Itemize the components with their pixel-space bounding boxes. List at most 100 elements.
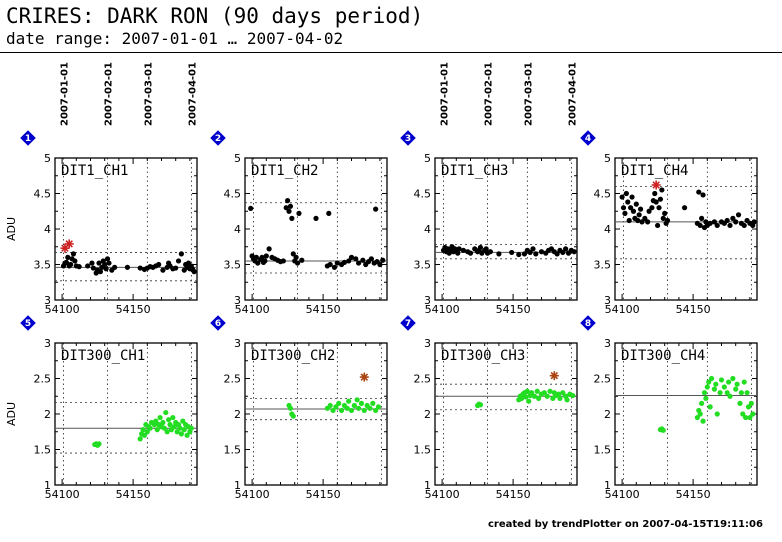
data-point bbox=[714, 411, 720, 417]
data-point bbox=[160, 419, 166, 426]
data-point bbox=[660, 427, 666, 433]
panel-number-badge: 1 bbox=[20, 130, 36, 146]
data-point bbox=[560, 249, 566, 256]
data-point bbox=[137, 436, 143, 442]
panel-title: DIT1_CH2 bbox=[251, 163, 318, 179]
data-point bbox=[526, 398, 532, 404]
x-tick-label: 54100 bbox=[45, 303, 80, 316]
y-tick-label: 1 bbox=[44, 479, 51, 492]
data-point bbox=[181, 427, 187, 433]
y-tick-label: 5 bbox=[234, 152, 241, 165]
data-point bbox=[353, 256, 359, 262]
data-point bbox=[487, 249, 493, 255]
data-point bbox=[299, 257, 305, 263]
data-point bbox=[178, 431, 184, 437]
data-point bbox=[509, 249, 515, 256]
data-point bbox=[112, 264, 118, 270]
panel-7: 1 1.5 2 2.5 3 54100 54150 DIT300_CH3 7 bbox=[400, 315, 578, 501]
data-point bbox=[635, 217, 641, 224]
y-tick-label: 3.5 bbox=[224, 259, 242, 272]
data-point bbox=[455, 250, 461, 256]
date-label: 2007-03-01 bbox=[523, 62, 534, 126]
data-point bbox=[528, 390, 535, 396]
data-point bbox=[751, 219, 757, 225]
data-point bbox=[633, 201, 639, 207]
y-tick-label: 1.5 bbox=[224, 444, 242, 457]
y-tick-label: 2 bbox=[234, 408, 241, 421]
data-point bbox=[338, 407, 345, 414]
data-point bbox=[741, 222, 747, 229]
data-point bbox=[377, 261, 383, 268]
data-point bbox=[620, 205, 627, 211]
y-tick-label: 3 bbox=[234, 294, 241, 307]
data-point bbox=[344, 405, 350, 411]
data-point bbox=[700, 418, 706, 424]
data-point bbox=[96, 260, 102, 266]
data-point bbox=[653, 199, 659, 205]
x-tick-label: 54150 bbox=[676, 303, 711, 316]
outlier-stroke bbox=[360, 373, 369, 381]
data-point bbox=[263, 253, 269, 259]
panel-1: 3 3.5 4 4.5 5 54100 54150 DIT1_CH1 ADU 1 2007-01-0… bbox=[5, 62, 198, 316]
panel-title: DIT1_CH3 bbox=[441, 163, 508, 179]
data-point bbox=[144, 429, 150, 435]
plot-frame bbox=[614, 342, 758, 486]
data-point bbox=[519, 395, 525, 401]
y-tick-label: 4 bbox=[44, 223, 51, 236]
y-tick-label: 3 bbox=[604, 337, 611, 350]
data-point bbox=[707, 220, 713, 226]
data-point bbox=[290, 413, 296, 419]
badge-number: 1 bbox=[25, 134, 31, 144]
date-label: 2007-02-01 bbox=[484, 62, 495, 126]
data-point bbox=[740, 411, 746, 417]
data-point bbox=[336, 400, 342, 406]
data-point bbox=[662, 210, 668, 216]
plot-frame bbox=[54, 342, 198, 486]
data-point bbox=[697, 222, 703, 229]
data-point bbox=[655, 222, 661, 229]
data-point bbox=[730, 375, 736, 382]
data-point bbox=[380, 257, 386, 263]
data-point bbox=[262, 258, 268, 264]
panel-5: 1 1.5 2 2.5 3 54100 54150 DIT300_CH1 ADU 5 bbox=[5, 315, 198, 501]
data-point bbox=[747, 414, 753, 421]
y-tick-label: 2 bbox=[424, 408, 431, 421]
data-point bbox=[327, 402, 333, 409]
data-point bbox=[157, 414, 163, 421]
data-point bbox=[294, 260, 301, 266]
data-point bbox=[141, 432, 148, 438]
y-tick-label: 4.5 bbox=[34, 188, 52, 201]
data-point bbox=[724, 390, 730, 396]
data-point bbox=[630, 208, 637, 214]
data-point bbox=[456, 246, 462, 252]
data-point bbox=[293, 254, 299, 260]
data-point bbox=[334, 260, 340, 266]
panel-6: 1 1.5 2 2.5 3 54100 54150 DIT300_CH2 6 bbox=[210, 315, 388, 501]
panel-number-badge: 4 bbox=[580, 130, 596, 146]
badge-number: 5 bbox=[25, 319, 31, 329]
data-point bbox=[184, 432, 190, 438]
y-tick-label: 3 bbox=[234, 337, 241, 350]
data-point bbox=[527, 249, 533, 256]
data-point bbox=[750, 411, 756, 417]
data-point bbox=[65, 254, 71, 260]
y-tick-label: 5 bbox=[424, 152, 431, 165]
data-point bbox=[188, 425, 194, 431]
y-tick-label: 4.5 bbox=[224, 188, 242, 201]
data-point bbox=[290, 251, 296, 257]
y-tick-label: 3.5 bbox=[594, 259, 612, 272]
data-point bbox=[745, 404, 752, 410]
data-point bbox=[727, 393, 733, 399]
data-point bbox=[564, 397, 570, 403]
data-point bbox=[563, 246, 569, 252]
data-point bbox=[333, 404, 339, 410]
title-divider bbox=[0, 52, 782, 53]
data-point bbox=[733, 219, 739, 225]
data-point bbox=[649, 205, 655, 211]
data-point bbox=[259, 254, 265, 260]
data-point bbox=[170, 414, 176, 421]
data-point bbox=[174, 429, 180, 435]
data-point bbox=[733, 386, 739, 392]
data-point bbox=[171, 424, 177, 430]
data-point bbox=[96, 441, 102, 447]
